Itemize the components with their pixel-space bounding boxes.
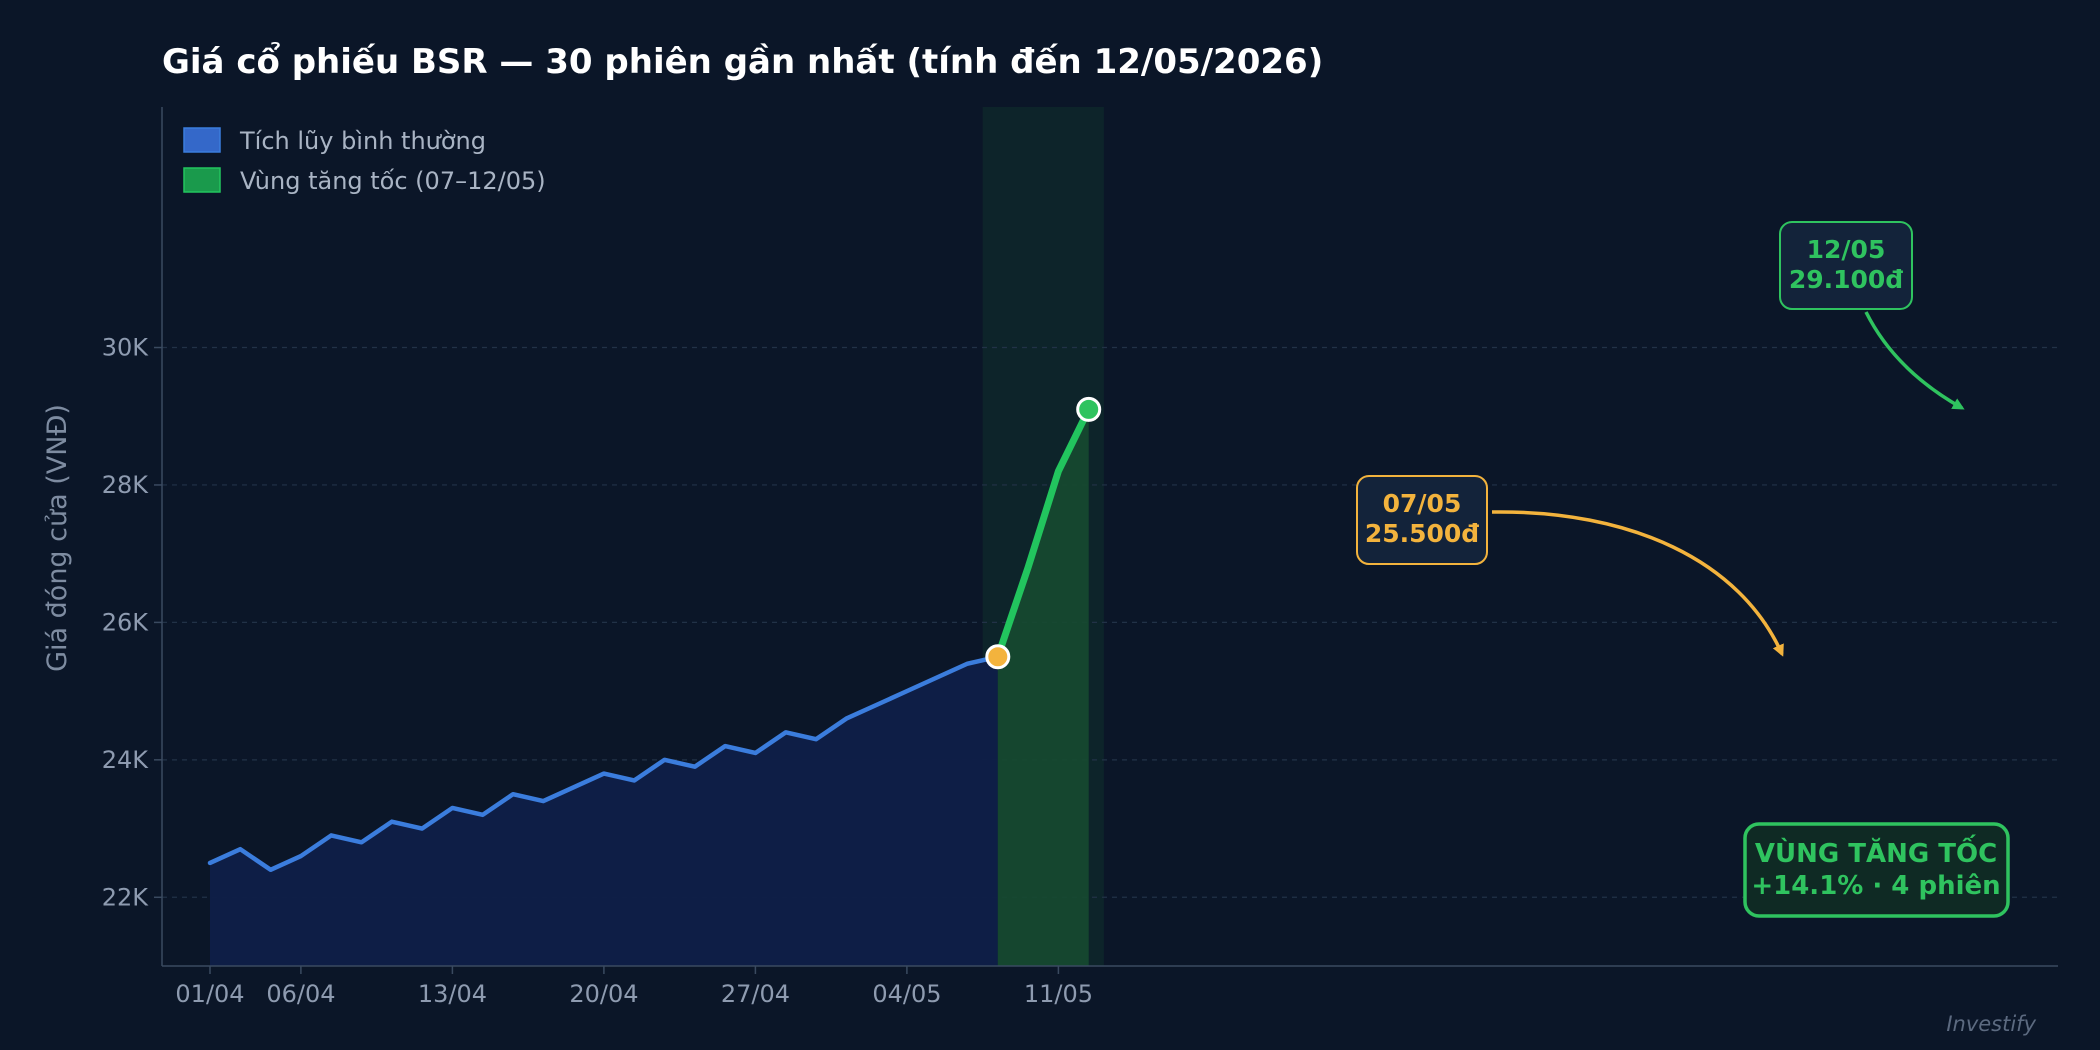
grid-layer (162, 346, 2058, 898)
annotation-start-date: 07/05 (1383, 489, 1462, 518)
y-tick-label: 30K (102, 334, 150, 362)
data-point (511, 792, 515, 796)
x-tick-label: 01/04 (175, 980, 244, 1008)
annotation-end-date: 12/05 (1807, 235, 1886, 264)
data-point (966, 662, 970, 666)
watermark: Investify (1946, 1012, 2036, 1036)
zone-summary-box (1743, 822, 2010, 918)
data-point (844, 717, 848, 721)
data-point (602, 772, 606, 776)
data-point (450, 806, 454, 810)
y-tick-label: 28K (102, 471, 150, 499)
series-area-0 (210, 656, 998, 966)
legend-swatch-normal (183, 127, 221, 153)
data-point (663, 758, 667, 762)
data-point (299, 854, 303, 858)
annotation-start-box (1356, 475, 1488, 565)
data-point (814, 737, 818, 741)
x-tick-label: 11/05 (1024, 980, 1093, 1008)
y-tick-label: 22K (102, 883, 150, 911)
data-point (572, 785, 576, 789)
annotation-end-box (1779, 221, 1913, 310)
data-point (693, 765, 697, 769)
annotation-start-arrow (1491, 510, 1784, 657)
series-area-1 (997, 409, 1089, 966)
data-point (784, 730, 788, 734)
annotation-end-price: 29.100đ (1789, 265, 1903, 294)
zone-summary-title: VÙNG TĂNG TỐC (1755, 833, 1997, 869)
data-point (481, 813, 485, 817)
series-line-1 (994, 405, 1093, 661)
y-tick-label: 26K (102, 608, 150, 636)
chart-title: Giá cổ phiếu BSR — 30 phiên gần nhất (tí… (162, 41, 1323, 82)
data-point (390, 820, 394, 824)
annotation-marker-0 (985, 644, 1011, 670)
data-point (360, 840, 364, 844)
x-tick-label: 27/04 (721, 980, 790, 1008)
data-point (753, 751, 757, 755)
data-point (420, 827, 424, 831)
legend-label-normal: Tích lũy bình thường (239, 127, 486, 155)
data-point (723, 744, 727, 748)
data-point (935, 675, 939, 679)
y-tick-label: 24K (102, 746, 150, 774)
data-point (541, 799, 545, 803)
legend-swatch-acceleration (183, 167, 221, 193)
data-point (632, 778, 636, 782)
data-point (208, 861, 212, 865)
x-tick-label: 13/04 (418, 980, 487, 1008)
x-tick-label: 06/04 (266, 980, 335, 1008)
area-layer (210, 409, 1089, 966)
legend: Tích lũy bình thường Vùng tăng tốc (07–1… (183, 127, 546, 195)
series-layer (207, 405, 1093, 873)
data-point (875, 703, 879, 707)
data-point (238, 847, 242, 851)
acceleration-zone-box: VÙNG TĂNG TỐC +14.1% · 4 phiên (1743, 822, 2010, 918)
data-point (329, 833, 333, 837)
annotation-end: 12/05 29.100đ (1779, 221, 1913, 310)
y-axis-label: Giá đóng cửa (VNĐ) (42, 404, 73, 672)
data-point (1026, 565, 1030, 569)
annotation-layer (985, 396, 1102, 670)
annotation-marker-1 (1076, 396, 1102, 422)
data-point (1056, 469, 1060, 473)
series-line-0 (207, 654, 1001, 873)
axes-layer: 22K 24K 26K 28K 30K 01/04 06/04 13/04 20/04 27/04… (102, 107, 2058, 1008)
annotation-start-price: 25.500đ (1365, 519, 1479, 548)
x-tick-label: 04/05 (872, 980, 941, 1008)
annotation-end-arrow (1864, 311, 1965, 410)
annotation-start: 07/05 25.500đ (1356, 475, 1488, 565)
x-tick-label: 20/04 (569, 980, 638, 1008)
data-point (269, 868, 273, 872)
zone-summary-stats: +14.1% · 4 phiên (1751, 871, 2000, 901)
legend-label-acceleration: Vùng tăng tốc (07–12/05) (240, 167, 546, 195)
data-point (905, 689, 909, 693)
